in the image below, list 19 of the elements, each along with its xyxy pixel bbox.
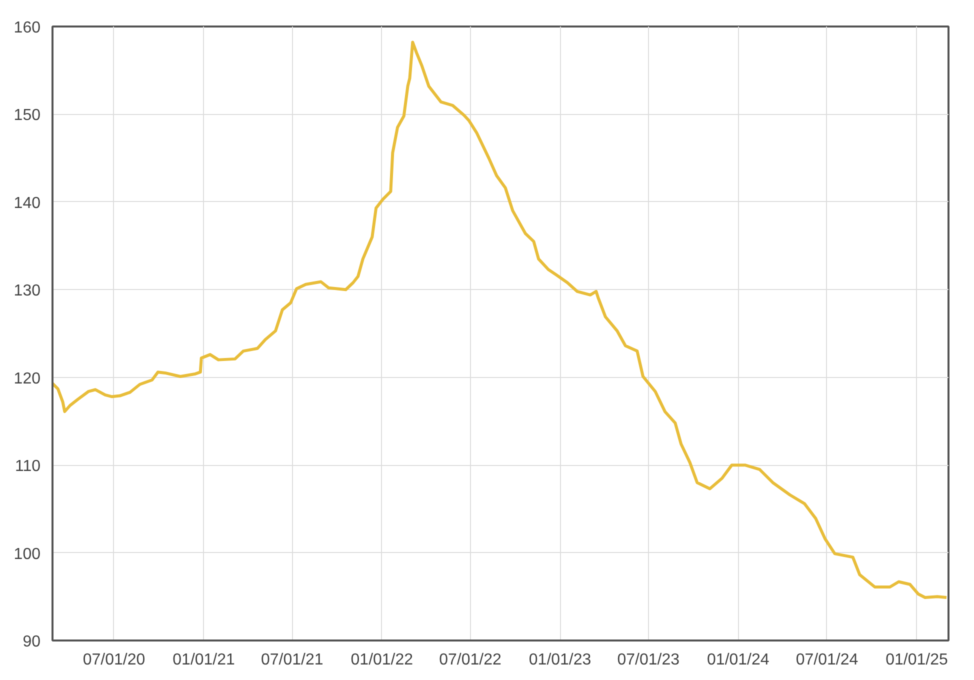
y-tick-label: 110 bbox=[14, 458, 41, 476]
x-tick-label: 07/01/20 bbox=[82, 652, 146, 668]
y-tick-label: 160 bbox=[14, 20, 41, 36]
x-tick-label: 01/01/23 bbox=[528, 652, 592, 668]
line-series bbox=[52, 40, 948, 600]
y-tick-label: 90 bbox=[22, 634, 41, 650]
x-tick-label: 07/01/24 bbox=[796, 652, 858, 668]
y-tick-label: 150 bbox=[14, 107, 41, 124]
x-tick-label: 01/01/24 bbox=[707, 652, 770, 668]
x-tick-label: 07/01/23 bbox=[617, 652, 680, 668]
x-tick-label: 01/01/22 bbox=[350, 652, 414, 668]
y-tick-label: 130 bbox=[14, 282, 41, 300]
x-tick-label: 07/01/21 bbox=[260, 652, 324, 668]
y-tick-label: 100 bbox=[14, 546, 41, 563]
y-tick-label: 140 bbox=[14, 194, 41, 212]
x-tick-label: 07/01/22 bbox=[439, 652, 502, 668]
x-tick-label: 01/01/25 bbox=[886, 652, 948, 668]
x-tick-label: 01/01/21 bbox=[172, 652, 236, 668]
y-tick-label: 120 bbox=[14, 370, 41, 388]
